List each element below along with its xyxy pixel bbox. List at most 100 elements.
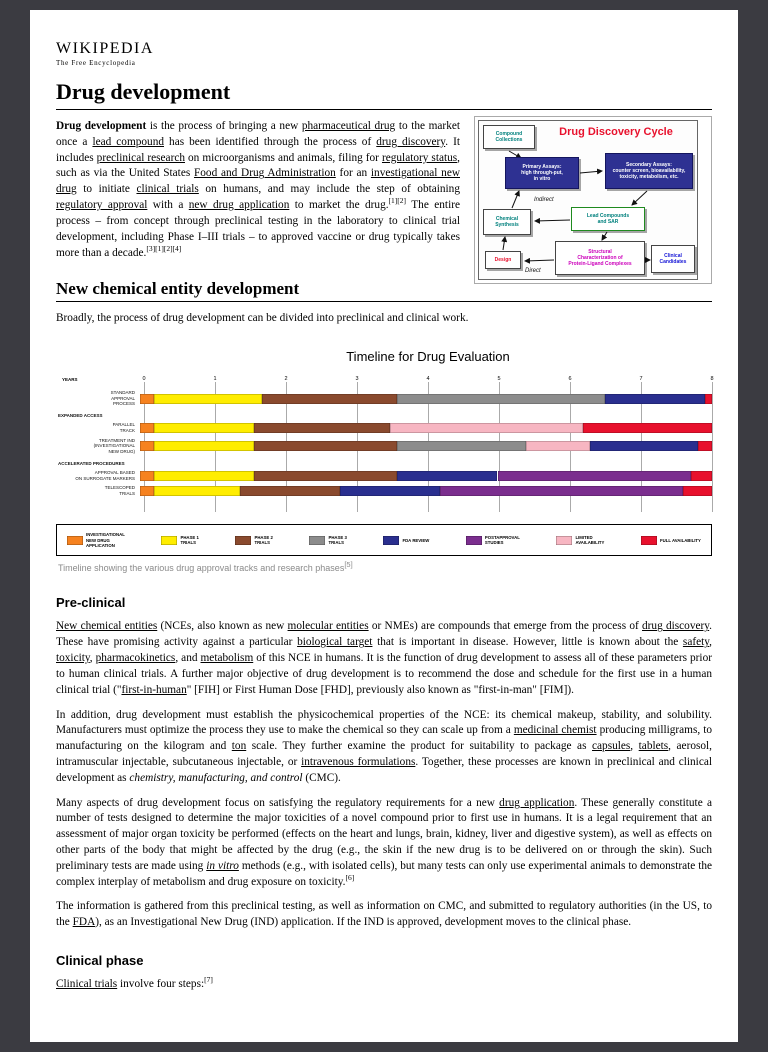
reference-link[interactable]: [7] <box>204 975 213 985</box>
gridline <box>712 382 713 513</box>
inline-link[interactable]: pharmaceutical drug <box>301 120 396 132</box>
chart-group-label: EXPANDED ACCESS <box>58 413 103 418</box>
inline-link[interactable]: safety <box>682 636 710 649</box>
inline-link[interactable]: lead compound <box>92 135 164 148</box>
chart-bar <box>140 423 712 434</box>
bold-text: Drug development <box>56 120 147 132</box>
timeline-chart: Timeline for Drug Evaluation YEARS 0 1 2 3 4… <box>56 349 714 557</box>
chart-axis-row: YEARS 0 1 2 3 4 5 6 7 8 <box>56 372 714 383</box>
inline-link[interactable]: capsules <box>592 740 631 753</box>
bar-segment-fda <box>604 393 705 404</box>
paragraph: New chemical entities (NCEs, also known … <box>56 620 712 696</box>
chart-legend: INVESTIGATIONAL NEW DRUG APPLICATION PHAS… <box>56 524 712 557</box>
node-lead-compounds-sar: Lead Compounds and SAR <box>571 207 645 231</box>
diagram-arrows-graphic <box>501 150 651 264</box>
inline-link[interactable]: tablets <box>638 740 669 753</box>
bar-segment-ind <box>140 423 155 434</box>
legend-item: INVESTIGATIONAL NEW DRUG APPLICATION <box>67 532 125 548</box>
chart-caption: Timeline showing the various drug approv… <box>58 560 353 574</box>
chart-title: Timeline for Drug Evaluation <box>346 349 510 365</box>
chart-tick-row: 0 1 2 3 4 5 6 7 8 <box>142 372 714 383</box>
legend-label: PHASE 1 TRIALS <box>180 535 199 546</box>
inline-link[interactable]: new drug application <box>188 199 290 212</box>
inline-link[interactable]: intravenous formulations <box>301 755 416 768</box>
inline-link[interactable]: New chemical entities <box>56 620 158 633</box>
diagram-title: Drug Discovery Cycle <box>559 126 673 138</box>
inline-link[interactable]: regulatory approval <box>56 199 148 212</box>
wikipedia-logo[interactable]: WIKIPEDIA The Free Encyclopedia <box>56 40 712 67</box>
legend-item: FULL AVAILABILITY <box>641 535 701 545</box>
inline-link[interactable]: investigational new drug <box>56 167 460 196</box>
italic-text: chemistry, manufacturing, and control <box>129 771 303 784</box>
reference-link[interactable]: [6] <box>345 872 355 882</box>
reference-link[interactable]: [5] <box>344 560 353 570</box>
chart-bar <box>140 485 712 496</box>
inline-link[interactable]: FDA <box>72 916 96 929</box>
legend-item: PHASE 2 TRIALS <box>235 535 273 546</box>
inline-link[interactable]: preclinical research <box>96 151 185 164</box>
axis-tick-label: 5 <box>497 376 501 383</box>
legend-swatch <box>556 535 573 545</box>
inline-link[interactable]: ton <box>231 740 247 753</box>
bar-segment-full <box>683 485 712 496</box>
chart-row: TELESCOPED TRIALS <box>56 485 712 496</box>
axis-tick-label: 8 <box>710 376 714 383</box>
bar-segment-fda <box>397 470 498 481</box>
bar-segment-full <box>690 470 712 481</box>
axis-tick-label: 7 <box>639 376 643 383</box>
inline-link[interactable]: pharmacokinetics <box>95 652 176 665</box>
legend-swatch <box>309 535 326 545</box>
chart-group-label: ACCELERATED PROCEDURES <box>58 460 125 466</box>
chart-row: PARALLEL TRACK <box>56 422 712 434</box>
inline-link[interactable]: toxicity <box>56 652 90 665</box>
edge-label-direct: Direct <box>525 268 541 274</box>
section-heading-preclinical: Pre-clinical <box>56 595 126 611</box>
legend-item: PHASE 3 TRIALS <box>309 535 347 546</box>
reference-link[interactable]: [1][2] <box>388 196 407 206</box>
legend-swatch <box>235 535 252 545</box>
section-heading-clinical: Clinical phase <box>56 953 144 969</box>
bar-segment-phase2 <box>254 423 391 434</box>
legend-label: FDA REVIEW <box>402 537 430 543</box>
node-clinical-candidates: Clinical Candidates <box>651 245 695 273</box>
wikipedia-tagline: The Free Encyclopedia <box>56 59 136 67</box>
node-secondary-assays: Secondary Assays: counter screen, bioava… <box>605 153 693 189</box>
legend-label: POSTAPPROVAL STUDIES <box>484 535 520 546</box>
inline-link[interactable]: medicinal chemist <box>513 724 597 737</box>
bar-segment-phase3 <box>397 393 605 404</box>
chart-bar <box>140 470 712 481</box>
bar-segment-phase1 <box>154 423 255 434</box>
bar-segment-phase2 <box>254 441 398 452</box>
inline-link[interactable]: in vitro <box>206 859 239 872</box>
inline-link[interactable]: Food and Drug Administration <box>193 167 336 180</box>
paragraph: The information is gathered from this pr… <box>56 900 712 929</box>
bar-segment-post <box>497 470 691 481</box>
bar-segment-phase1 <box>154 441 255 452</box>
legend-item: POSTAPPROVAL STUDIES <box>465 535 520 546</box>
bar-segment-post <box>440 485 684 496</box>
inline-link[interactable]: drug discovery <box>642 620 710 633</box>
intro-paragraph: Drug development is the process of bring… <box>56 120 460 259</box>
page-title: Drug development <box>56 79 712 110</box>
bar-segment-full <box>697 441 712 452</box>
reference-link[interactable]: [3][1][2][4] <box>146 243 182 253</box>
inline-link[interactable]: metabolism <box>200 652 254 665</box>
wikipedia-wordmark: WIKIPEDIA <box>56 40 154 57</box>
chart-row: STANDARD APPROVAL PROCESS <box>56 390 712 407</box>
inline-link[interactable]: drug application <box>499 796 575 809</box>
inline-link[interactable]: Clinical trials <box>56 978 118 991</box>
document-page: WIKIPEDIA The Free Encyclopedia Drug dev… <box>30 10 738 1042</box>
bar-segment-phase2 <box>261 393 398 404</box>
chart-rows: STANDARD APPROVAL PROCESS EXPANDED ACCESS… <box>56 390 712 496</box>
inline-link[interactable]: regulatory status <box>381 151 458 164</box>
section-heading-nce: New chemical entity development <box>56 279 712 303</box>
inline-link[interactable]: molecular entities <box>287 620 369 633</box>
axis-tick-label: 1 <box>213 376 217 383</box>
inline-link[interactable]: first-in-human <box>121 683 187 696</box>
chart-row-label: TREATMENT IND (INVESTIGATIONAL NEW DRUG) <box>93 437 135 454</box>
legend-item: FDA REVIEW <box>383 535 430 545</box>
inline-link[interactable]: biological target <box>297 636 373 649</box>
inline-link[interactable]: clinical trials <box>136 183 199 196</box>
inline-link[interactable]: drug discovery <box>376 135 446 148</box>
chart-row: APPROVAL BASED ON SURROGATE MARKERS <box>56 470 712 481</box>
